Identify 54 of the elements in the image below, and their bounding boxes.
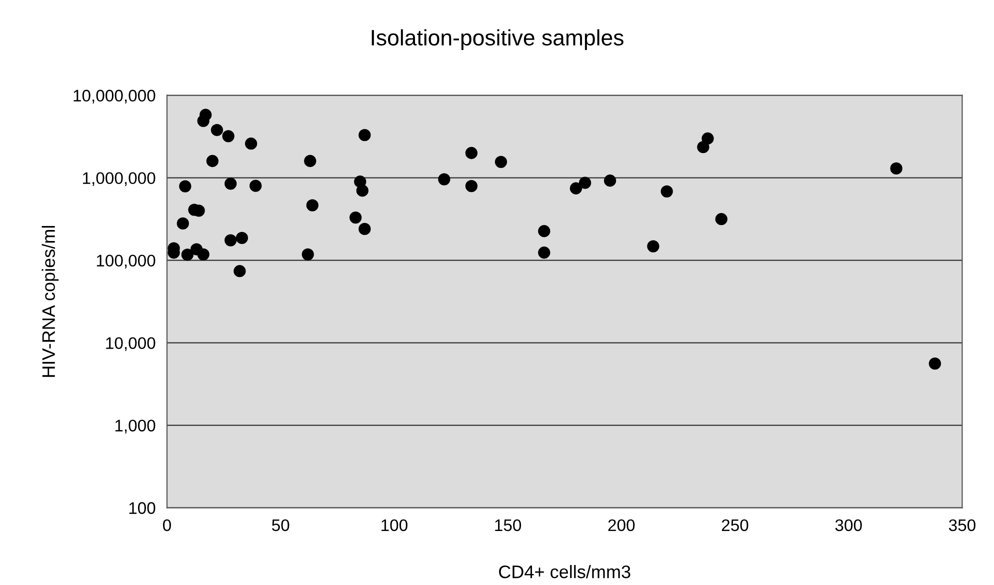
point [697, 141, 710, 154]
point [181, 248, 194, 261]
point [715, 213, 728, 226]
point [890, 162, 902, 175]
point [358, 128, 371, 142]
point [604, 174, 616, 187]
point [465, 146, 478, 160]
point [570, 182, 582, 194]
point [358, 222, 371, 236]
point [250, 180, 262, 192]
y-tick-label: 100,000 [96, 254, 156, 268]
x-tick-label: 50 [272, 519, 290, 532]
x-tick-label: 300 [835, 519, 862, 532]
point [234, 265, 246, 278]
y-tick-label: 1,000,000 [83, 172, 156, 186]
x-axis-title: CD4+ cells/mm3 [499, 564, 630, 578]
point [538, 225, 550, 238]
point [356, 184, 368, 197]
point [465, 180, 478, 192]
y-tick-label: 1,000 [115, 420, 156, 434]
point [578, 176, 592, 189]
point [197, 114, 210, 127]
x-tick-label: 200 [608, 519, 635, 532]
x-tick-label: 350 [948, 519, 976, 532]
point [224, 234, 237, 246]
point [494, 156, 508, 168]
y-tick-label: 100 [129, 502, 156, 514]
point [349, 211, 362, 224]
point [210, 124, 224, 136]
point [244, 138, 258, 150]
point [206, 154, 219, 168]
x-tick-label: 0 [163, 519, 171, 532]
point [302, 248, 314, 260]
point [538, 246, 550, 259]
point [660, 185, 673, 198]
point [179, 180, 192, 192]
point [222, 130, 234, 142]
point [928, 358, 941, 370]
y-tick-label: 10,000 [106, 337, 156, 351]
y-axis-title: HIV-RNA copies/ml [42, 226, 59, 377]
point [224, 178, 237, 190]
point [304, 154, 316, 168]
x-tick-label: 100 [382, 519, 408, 532]
point [236, 232, 248, 244]
point [438, 173, 450, 186]
x-tick-label: 150 [495, 519, 522, 532]
point [306, 199, 318, 212]
point [176, 217, 189, 230]
point [647, 240, 660, 252]
x-tick-label: 250 [722, 519, 748, 532]
chart-title: Isolation-positive samples [372, 29, 624, 50]
point [197, 248, 210, 260]
point [702, 132, 714, 145]
y-tick-label: 10,000,000 [74, 90, 156, 104]
